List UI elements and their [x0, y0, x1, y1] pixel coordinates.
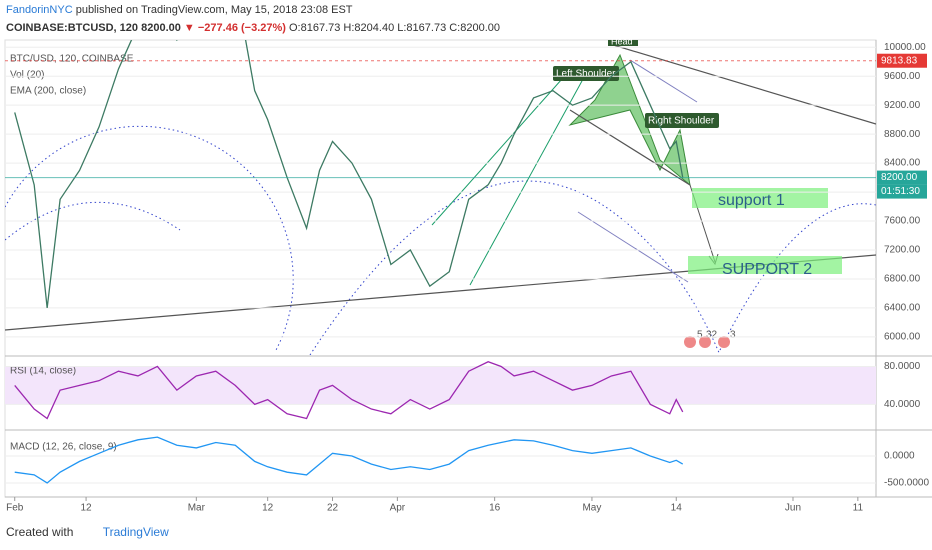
symbol-line: COINBASE:BTCUSD, 120 8200.00 ▼ −277.46 (… — [6, 22, 500, 34]
y-tick-label: 0.0000 — [884, 451, 915, 462]
pattern-label: Left Shoulder — [556, 69, 616, 80]
x-tick-label: 11 — [853, 503, 864, 514]
trend-line — [609, 43, 876, 125]
y-tick-label: 6800.00 — [884, 274, 921, 285]
pane-legend: MACD (12, 26, close, 9) — [10, 442, 117, 453]
created: Created with — [6, 525, 74, 539]
y-tick-label: 9200.00 — [884, 100, 921, 111]
y-tick-label: 8800.00 — [884, 129, 921, 140]
pattern-label: Head — [611, 36, 633, 46]
price-tag — [877, 53, 927, 68]
x-tick-label: May — [582, 503, 601, 514]
y-tick-label: 10000.00 — [884, 42, 926, 53]
arc — [5, 125, 294, 353]
pane-legend: Vol (20) — [10, 70, 44, 81]
channel — [431, 69, 571, 226]
pane — [14, 361, 684, 420]
x-tick-label: 22 — [327, 503, 339, 514]
published: published on TradingView.com, May 15, 20… — [75, 4, 353, 16]
event-icon[interactable] — [718, 336, 730, 348]
pane — [14, 436, 684, 484]
label-box — [553, 66, 619, 81]
series-line — [14, 361, 684, 420]
y-tick-label: 7200.00 — [884, 245, 921, 256]
change: ▼ −277.46 (−3.27%) — [183, 22, 286, 34]
drawings — [5, 43, 876, 355]
countdown-tag — [877, 184, 927, 199]
price-tag-label: 8200.00 — [881, 172, 918, 183]
x-tick-label: Apr — [390, 503, 406, 514]
series-line — [14, 40, 684, 309]
symbol: COINBASE:BTCUSD, 120 — [6, 22, 139, 34]
pane — [14, 40, 684, 309]
ohlc: O:8167.73 H:8204.40 L:8167.73 C:8200.00 — [289, 22, 501, 34]
x-tick-label: Jun — [785, 503, 801, 514]
support-zone — [692, 188, 828, 208]
arc — [719, 203, 876, 351]
label-box — [608, 40, 638, 46]
event-count: 5 — [697, 330, 703, 341]
x-tick-label: Feb — [6, 503, 24, 514]
support-zone — [688, 256, 842, 274]
rsi-band — [5, 366, 876, 404]
parallel — [577, 211, 689, 283]
pane-legend: RSI (14, close) — [10, 366, 76, 377]
support-label: SUPPORT 2 — [722, 261, 812, 278]
x-tick-label: Mar — [188, 503, 206, 514]
arc — [5, 180, 721, 355]
y-tick-label: 80.0000 — [884, 361, 921, 372]
publish-line: FandorinNYC published on TradingView.com… — [6, 4, 353, 16]
label-box — [645, 113, 719, 128]
pane-legend: BTC/USD, 120, COINBASE — [10, 54, 134, 65]
event-icon[interactable] — [699, 336, 711, 348]
y-tick-label: 8400.00 — [884, 158, 921, 169]
event-count: 32 — [706, 330, 718, 341]
footer: Created with TradingView — [6, 525, 169, 539]
y-tick-label: 9600.00 — [884, 71, 921, 82]
countdown: 01:51:30 — [881, 186, 920, 197]
y-tick-label: 6400.00 — [884, 303, 921, 314]
chart: support 1 SUPPORT 2 Left Shoulder Head R… — [4, 36, 932, 514]
y-tick-label: -500.0000 — [884, 478, 929, 489]
brand[interactable]: TradingView — [102, 525, 169, 539]
price-tag-label: 9813.83 — [881, 55, 918, 66]
neckline — [569, 109, 691, 186]
price-tag — [877, 170, 927, 185]
pane-legend: EMA (200, close) — [10, 86, 86, 97]
parallel — [629, 59, 698, 103]
event-count: 3 — [730, 330, 736, 341]
y-tick-label: 7600.00 — [884, 216, 921, 227]
pattern-label: Right Shoulder — [648, 116, 715, 127]
x-tick-label: 16 — [489, 503, 501, 514]
series-line — [14, 436, 684, 484]
x-tick-label: 12 — [81, 503, 93, 514]
y-tick-label: 6000.00 — [884, 332, 921, 343]
x-tick-label: 14 — [671, 503, 683, 514]
y-tick-label: 40.0000 — [884, 399, 921, 410]
x-tick-label: 12 — [262, 503, 274, 514]
last-price: 8200.00 — [141, 22, 181, 34]
event-icon[interactable] — [684, 336, 696, 348]
support-label: support 1 — [718, 192, 785, 209]
author[interactable]: FandorinNYC — [6, 4, 73, 16]
